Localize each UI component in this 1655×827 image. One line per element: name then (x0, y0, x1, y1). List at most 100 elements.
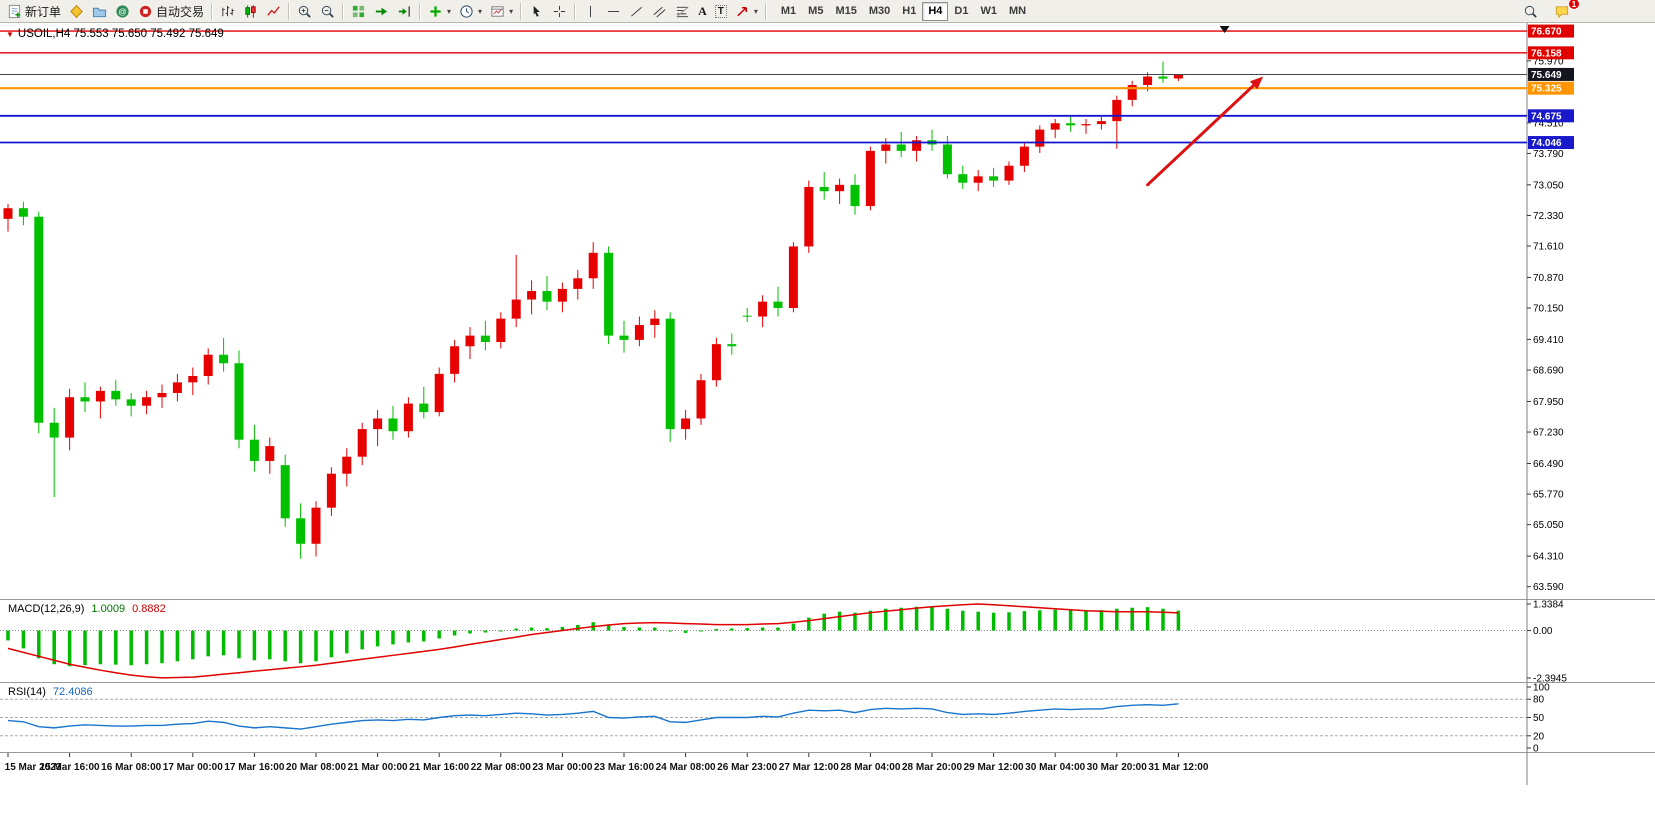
candle (434, 373, 444, 413)
macd-histogram-bar (884, 608, 888, 631)
vertical-line-button[interactable] (579, 1, 602, 22)
macd-histogram-bar (606, 624, 611, 631)
macd-histogram-bar (1038, 610, 1042, 631)
chart-canvas[interactable]: 75.970 74.510 73.790 73.050 72.330 71.610 70.8… (0, 23, 1655, 793)
new-order-button[interactable]: 新订单 (3, 1, 65, 22)
candle (419, 403, 429, 413)
time-axis-label: 15 Mar 2023 (5, 762, 62, 773)
indicators-button[interactable]: ▾ (424, 1, 455, 22)
arrows-button[interactable]: ▾ (731, 1, 762, 22)
time-axis-label: 27 Mar 12:00 (779, 762, 839, 773)
candle (450, 346, 460, 374)
community-button[interactable]: @ (111, 1, 134, 22)
macd-histogram-bar (837, 611, 842, 631)
line-chart-button[interactable] (262, 1, 285, 22)
metaeditor-button[interactable] (65, 1, 88, 22)
svg-text:@: @ (118, 6, 127, 16)
toolbar-separator (211, 2, 214, 20)
chart-shift-button[interactable] (393, 1, 416, 22)
notification-badge: 1 (1568, 0, 1580, 10)
macd-histogram-bar (329, 630, 334, 658)
candle (480, 335, 490, 343)
timeframe-m5-button[interactable]: M5 (802, 2, 829, 21)
candle (49, 422, 59, 438)
candle (1173, 74, 1183, 79)
trend-arrow-line[interactable] (1146, 78, 1261, 187)
timeframe-m1-button[interactable]: M1 (775, 2, 802, 21)
timeframe-m15-button[interactable]: M15 (829, 2, 862, 21)
horizontal-line-button[interactable] (602, 1, 625, 22)
macd-histogram-bar (360, 630, 364, 650)
zoom-out-icon (321, 5, 334, 18)
time-axis-label: 23 Mar 16:00 (594, 762, 654, 773)
dropdown-caret-icon: ▾ (753, 6, 758, 16)
candle (1081, 124, 1091, 126)
toolbar-right-group: 1 (1519, 0, 1580, 22)
search-icon (1524, 5, 1537, 18)
templates-button[interactable]: ▾ (486, 1, 517, 22)
autotrading-button[interactable]: 自动交易 (134, 1, 208, 22)
macd-histogram-bar (375, 630, 380, 647)
text-label-button[interactable]: T (711, 1, 731, 22)
cursor-button[interactable] (525, 1, 548, 22)
macd-histogram-bar (252, 630, 257, 661)
trendline-button[interactable] (625, 1, 648, 22)
candle (219, 354, 229, 364)
timeframe-h1-button[interactable]: H1 (896, 2, 922, 21)
candle (557, 288, 567, 302)
dropdown-caret-icon: ▾ (447, 6, 452, 16)
macd-histogram-bar (175, 630, 180, 662)
autotrading-icon (139, 5, 152, 17)
chart-window[interactable]: 75.970 74.510 73.790 73.050 72.330 71.610 70.8… (0, 23, 1655, 827)
dropdown-caret-icon: ▾ (478, 6, 483, 16)
auto-scroll-button[interactable] (370, 1, 393, 22)
search-button[interactable] (1519, 1, 1542, 22)
candle (634, 325, 644, 340)
price-axis-label: 73.790 (1533, 149, 1564, 160)
timeframe-h4-button[interactable]: H4 (922, 1, 949, 21)
price-badge-label: 76.670 (1531, 27, 1562, 38)
candle (527, 291, 537, 300)
chat-button[interactable]: 1 (1550, 0, 1580, 22)
timeframe-m30-button[interactable]: M30 (863, 2, 896, 21)
macd-histogram-bar (21, 630, 26, 649)
candle (403, 403, 413, 432)
price-badge (1528, 67, 1574, 81)
one-click-trading-icon[interactable]: ▼ (6, 29, 14, 39)
crosshair-button[interactable] (548, 1, 571, 22)
fibonacci-button[interactable] (671, 1, 694, 22)
timeframe-d1-button[interactable]: D1 (948, 2, 974, 21)
candle (1127, 85, 1137, 100)
candle (326, 473, 336, 508)
candlestick-chart-button[interactable] (239, 1, 262, 22)
trend-arrow-head[interactable] (1249, 76, 1264, 90)
text-button[interactable]: A (694, 1, 711, 22)
timeframe-mn-button[interactable]: MN (1003, 2, 1032, 21)
candle (388, 418, 398, 432)
candle (604, 252, 614, 336)
price-badge-label: 75.325 (1531, 84, 1562, 95)
candle (788, 246, 798, 309)
zoom-out-button[interactable] (316, 1, 339, 22)
tile-windows-button[interactable] (347, 1, 370, 22)
macd-histogram-bar (822, 613, 826, 631)
community-icon: @ (116, 4, 129, 18)
price-badge (1528, 46, 1574, 60)
time-axis-label: 24 Mar 08:00 (656, 762, 716, 773)
price-badge-label: 76.158 (1531, 48, 1562, 59)
bar-chart-button[interactable] (216, 1, 239, 22)
timeframe-w1-button[interactable]: W1 (974, 2, 1003, 21)
price-badge-label: 75.649 (1531, 70, 1562, 81)
time-axis-label: 30 Mar 04:00 (1025, 762, 1085, 773)
channel-button[interactable] (648, 1, 671, 22)
macd-histogram-bar (1007, 612, 1011, 631)
zoom-in-button[interactable] (293, 1, 316, 22)
macd-header: MACD(12,26,9) 1.0009 0.8882 (8, 603, 166, 615)
candle (681, 418, 691, 430)
macd-histogram-bar (914, 606, 919, 631)
candle (142, 397, 152, 406)
candle (18, 208, 28, 217)
profiles-button[interactable] (88, 1, 111, 22)
periods-button[interactable]: ▾ (455, 1, 486, 22)
rsi-name: RSI(14) (8, 686, 46, 698)
